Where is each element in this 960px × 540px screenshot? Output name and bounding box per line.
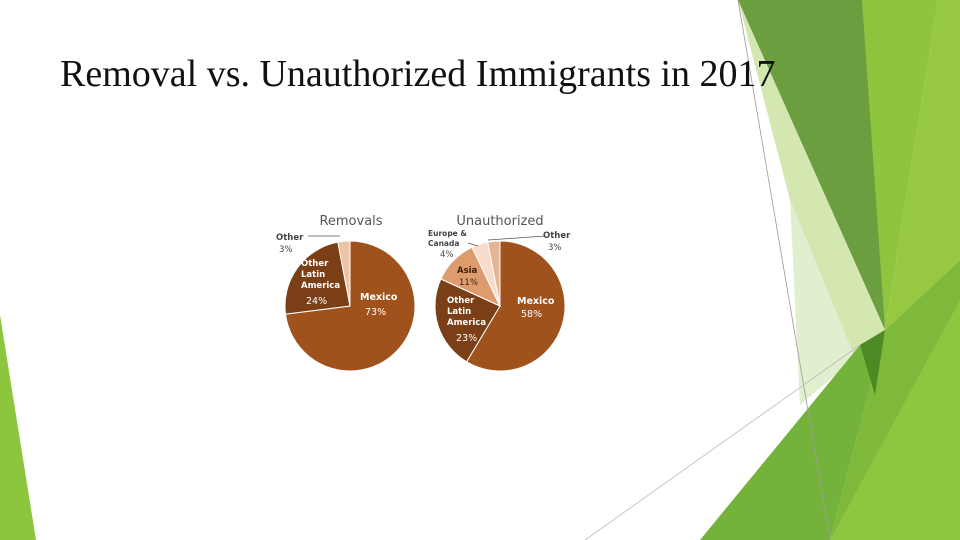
- deco-shape-green-lower: [700, 330, 885, 540]
- removals-chart-title: Removals: [319, 214, 382, 229]
- deco-shape-green-top: [862, 0, 938, 330]
- deco-line-1: [737, 0, 831, 540]
- unauthorized-pie: [434, 240, 566, 372]
- unauthorized-value-other: 3%: [548, 243, 562, 253]
- removals-slice-other-latin-america: [284, 241, 351, 315]
- unauthorized-label-mexico: Mexico: [517, 296, 555, 307]
- unauthorized-label-europe-canada: Europe & Canada: [428, 229, 467, 248]
- unauthorized-chart-title: Unauthorized: [456, 214, 543, 229]
- deco-shape-edge: [885, 0, 960, 330]
- removals-label-other-latin-america: Other Latin America: [301, 259, 340, 291]
- unauthorized-slice-other-latin-america: [434, 278, 501, 363]
- deco-shape-bottom-right: [830, 300, 960, 540]
- removals-pie: [284, 240, 416, 372]
- removals-label-other: Other: [276, 233, 304, 243]
- removals-value-mexico: 73%: [365, 307, 386, 318]
- unauthorized-label-other: Other: [543, 231, 571, 241]
- deco-shape-left-corner: [0, 315, 36, 540]
- unauthorized-value-europe-canada: 4%: [440, 250, 454, 260]
- unauthorized-slice-mexico: [465, 240, 566, 372]
- slide-title: Removal vs. Unauthorized Immigrants in 2…: [60, 53, 776, 95]
- removals-chart: Removals Other 3% Mexico 73% Other Latin A…: [276, 214, 416, 372]
- unauthorized-value-mexico: 58%: [521, 309, 542, 320]
- deco-shape-dark-notch: [860, 330, 885, 395]
- deco-shape-light-streak: [738, 0, 885, 358]
- unauthorized-europe-leader-line: [467, 242, 479, 247]
- removals-value-other-latin-america: 24%: [306, 296, 327, 307]
- removals-label-mexico: Mexico: [360, 292, 398, 303]
- unauthorized-slice-other: [487, 240, 501, 307]
- removals-value-other: 3%: [279, 245, 293, 255]
- unauthorized-label-other-latin-america: Other Latin America: [447, 296, 486, 328]
- unauthorized-chart: Unauthorized Europe & Canada 4% Other 3% …: [428, 214, 571, 372]
- unauthorized-other-leader-line: [487, 235, 546, 241]
- deco-shape-pale-streak: [790, 200, 855, 405]
- unauthorized-label-asia: Asia: [457, 266, 478, 276]
- removals-slice-other: [337, 240, 351, 307]
- unauthorized-value-other-latin-america: 23%: [456, 333, 477, 344]
- unauthorized-value-asia: 11%: [459, 278, 478, 288]
- deco-line-2: [584, 344, 861, 540]
